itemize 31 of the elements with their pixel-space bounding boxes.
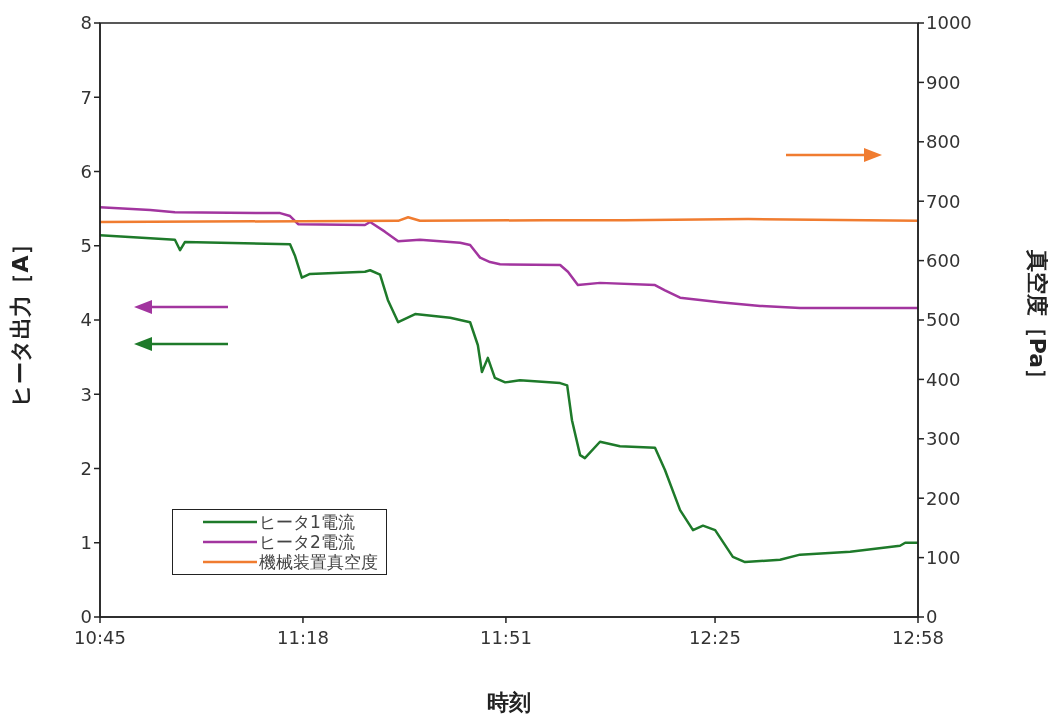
y2-tick-label: 700 [926,190,961,212]
y-tick-label: 0 [80,606,92,628]
y2-tick-label: 1000 [926,12,972,34]
x-tick-label: 12:25 [689,626,741,648]
y2-tick-label: 900 [926,71,961,93]
y2-tick-label: 100 [926,546,961,568]
y-tick-label: 7 [80,86,92,108]
y2-tick-label: 300 [926,428,961,450]
y-tick-label: 6 [80,160,92,182]
legend-label: ヒータ2電流 [259,532,355,552]
y2-tick-label: 500 [926,309,961,331]
y-tick-label: 4 [80,309,92,331]
y-tick-label: 3 [80,383,92,405]
y-tick-label: 5 [80,235,92,257]
legend-label: ヒータ1電流 [259,512,355,532]
y2-tick-label: 800 [926,131,961,153]
legend-label: 機械装置真空度 [259,552,378,572]
line-series [100,205,918,310]
y-tick-label: 1 [80,532,92,554]
x-tick-label: 11:18 [277,626,329,648]
y-tick-label: 8 [80,12,92,34]
y2-tick-label: 0 [926,606,938,628]
y-axis-title: ヒータ出力［A］ [8,233,33,407]
x-tick-label: 11:51 [479,626,532,648]
x-tick-label: 10:45 [74,626,126,648]
x-tick-label: 12:58 [892,626,944,648]
x-axis-title: 時刻 [487,690,531,715]
y2-tick-label: 600 [926,249,961,271]
y2-tick-label: 400 [926,368,961,390]
y-tick-label: 2 [80,457,92,479]
y2-tick-label: 200 [926,487,961,509]
